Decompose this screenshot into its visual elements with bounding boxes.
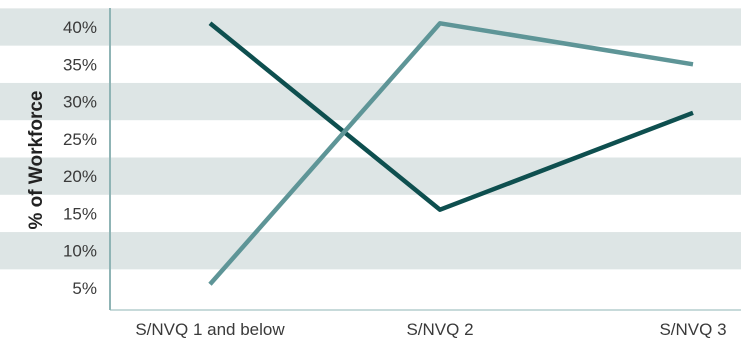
grid-band: [0, 232, 741, 270]
x-tick-label: S/NVQ 2: [406, 320, 473, 339]
y-tick-label: 40%: [63, 18, 97, 37]
y-tick-label: 25%: [63, 130, 97, 149]
x-tick-label: S/NVQ 3: [659, 320, 726, 339]
series-line-2: [208, 21, 694, 286]
grid-band: [0, 8, 741, 46]
y-tick-label: 20%: [63, 167, 97, 186]
x-tick-label: S/NVQ 1 and below: [135, 320, 285, 339]
series-lines: [208, 21, 694, 286]
y-tick-label: 5%: [72, 279, 97, 298]
y-axis-label: % of Workforce: [26, 90, 47, 229]
y-tick-label: 30%: [63, 93, 97, 112]
series-line-1: [208, 21, 694, 212]
y-tick-label: 15%: [63, 204, 97, 223]
y-tick-label: 10%: [63, 242, 97, 261]
y-tick-label: 35%: [63, 55, 97, 74]
grid-band: [0, 157, 741, 195]
x-tick-labels: S/NVQ 1 and below S/NVQ 2 S/NVQ 3: [135, 320, 726, 339]
y-tick-labels: 5% 10% 15% 20% 25% 30% 35% 40%: [63, 18, 97, 298]
